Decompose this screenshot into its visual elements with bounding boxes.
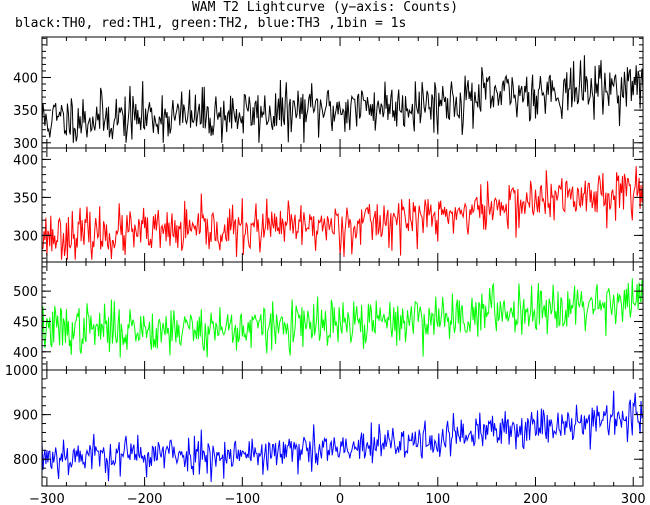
y-tick-label: 350 [13, 191, 38, 206]
x-tick-label: 200 [523, 492, 548, 505]
x-tick-label: 300 [621, 492, 646, 505]
y-tick-label: 400 [13, 346, 38, 361]
series-line-panel-4 [42, 390, 643, 483]
x-tick-label: −200 [127, 492, 163, 505]
series-line-panel-3 [42, 278, 643, 358]
y-tick-label: 300 [13, 229, 38, 244]
y-tick-label: 500 [13, 285, 38, 300]
chart-title: WAM T2 Lightcurve (y−axis: Counts) [191, 0, 459, 15]
y-tick-label: 300 [13, 137, 38, 152]
y-tick-label: 400 [13, 153, 38, 168]
y-tick-label: 450 [13, 315, 38, 330]
y-tick-label: 800 [13, 453, 38, 468]
x-tick-label: 100 [425, 492, 450, 505]
panel-frame-4 [41, 369, 644, 487]
x-tick-label: −300 [29, 492, 65, 505]
y-tick-label: 400 [13, 71, 38, 86]
panel-frame-2 [41, 147, 644, 263]
y-tick-label: 350 [13, 104, 38, 119]
y-tick-label: 1000 [5, 364, 38, 379]
x-tick-label: 0 [336, 492, 344, 505]
y-tick-label: 900 [13, 409, 38, 424]
x-tick-label: −100 [224, 492, 260, 505]
chart-subtitle: black:TH0, red:TH1, green:TH2, blue:TH3 … [15, 16, 407, 31]
series-line-panel-1 [42, 55, 643, 143]
series-line-panel-2 [42, 166, 643, 260]
